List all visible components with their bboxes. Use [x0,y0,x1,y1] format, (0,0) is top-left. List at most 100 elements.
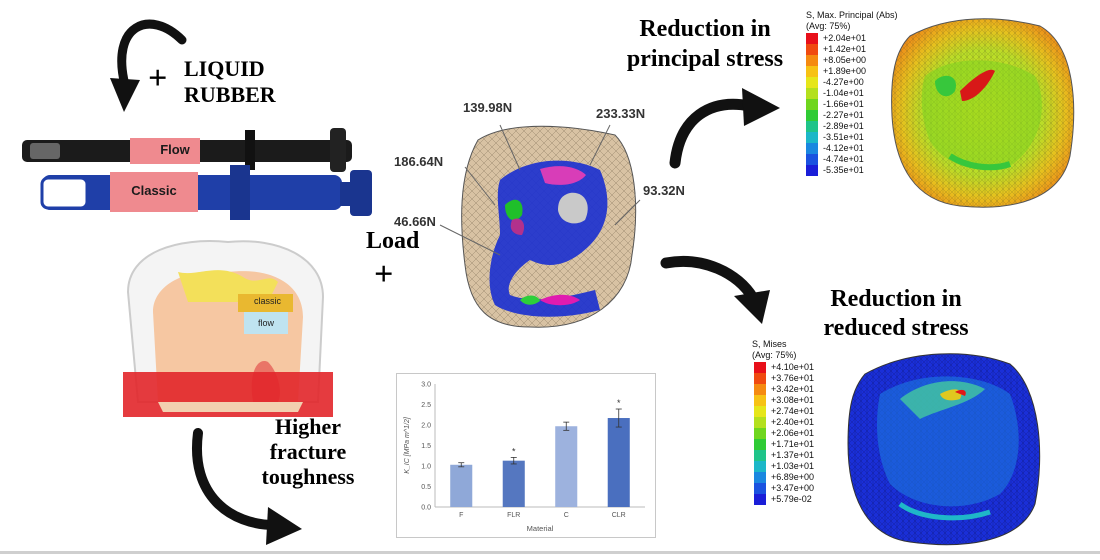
principal-stress-tooth [891,18,1075,208]
classic-syringe [40,165,372,220]
y-tick-label: 0.0 [421,505,431,512]
flow-layer [244,312,288,334]
principal-legend-title-line2: (Avg: 75%) [806,21,851,31]
mises-stress-tooth [847,353,1041,546]
principal-stress-legend: +2.04e+01 +1.42e+01 +8.05e+00 +1.89e+00 -4.2… [806,33,926,178]
legend-value: +4.10e+01 [771,362,815,372]
arrow-to-mises-icon [660,255,770,324]
legend-swatch [754,483,766,494]
legend-swatch [806,143,818,154]
legend-row: -1.04e+01 [806,88,926,99]
legend-value: +2.06e+01 [771,428,815,438]
legend-value: -2.89e+01 [823,121,864,131]
legend-row: -1.66e+01 [806,99,926,110]
syringes-illustration [22,19,372,220]
legend-swatch [806,132,818,143]
fracture-toughness-chart: 0.0 0.5 1.0 1.5 2.0 2.5 3.0 F * FLR C * CLR Material K… [396,373,656,538]
legend-swatch [754,494,766,505]
x-axis-label: Material [527,524,554,533]
legend-value: +1.71e+01 [771,439,815,449]
legend-swatch [806,55,818,66]
x-tick-label: FLR [507,512,520,519]
tooth-flow-label: flow [257,318,274,328]
legend-row: +3.47e+00 [754,483,874,494]
legend-swatch [754,373,766,384]
legend-row: -4.27e+00 [806,77,926,88]
legend-row: -2.27e+01 [806,110,926,121]
legend-value: -4.12e+01 [823,143,864,153]
principal-stress-title: Reduction in principal stress [612,14,798,74]
bar [502,460,525,507]
reduced-title-line1: Reduction in [830,286,962,312]
legend-value: -4.27e+00 [823,77,864,87]
legend-value: +5.79e-02 [771,494,812,504]
legend-value: +1.89e+00 [823,66,867,76]
y-tick-label: 0.5 [421,484,431,491]
legend-row: +1.03e+01 [754,461,874,472]
curved-arrow-icon [117,19,187,90]
arrow-to-principal-icon [669,88,780,169]
legend-swatch [754,406,766,417]
higher-label: Higher [275,414,341,439]
legend-swatch [806,44,818,55]
mises-legend-title: S, Mises (Avg: 75%) [752,339,796,361]
legend-value: +2.04e+01 [823,33,867,43]
legend-row: +6.89e+00 [754,472,874,483]
legend-row: +2.40e+01 [754,417,874,428]
legend-swatch [754,461,766,472]
principal-legend-title: S, Max. Principal (Abs) (Avg: 75%) [806,10,898,32]
reduced-title-line2: reduced stress [823,315,969,341]
legend-row: +2.74e+01 [754,406,874,417]
mises-stress-legend: +4.10e+01 +3.76e+01 +3.42e+01 +3.08e+01 +2.7… [754,362,874,507]
legend-swatch [806,88,818,99]
legend-swatch [806,99,818,110]
legend-swatch [806,121,818,132]
liquid-label: LIQUID [184,56,265,81]
force-label-1: 139.98N [463,100,513,115]
legend-row: +3.76e+01 [754,373,874,384]
legend-value: +3.08e+01 [771,395,815,405]
significance-marker: * [617,398,621,408]
bar [450,464,473,507]
classic-layer [238,294,293,312]
y-tick-label: 2.5 [421,402,431,409]
legend-swatch [754,395,766,406]
bar [555,426,578,507]
legend-swatch [806,33,818,44]
load-tooth-mesh [439,124,641,328]
legend-row: +3.42e+01 [754,384,874,395]
load-label: Load [366,228,420,254]
legend-row: -5.35e+01 [806,165,926,176]
legend-value: -5.35e+01 [823,165,864,175]
principal-legend-title-line1: S, Max. Principal (Abs) [806,10,898,20]
legend-value: +3.76e+01 [771,373,815,383]
force-label-3: 186.64N [394,154,444,169]
legend-value: -1.04e+01 [823,88,864,98]
legend-value: -2.27e+01 [823,110,864,120]
legend-value: +8.05e+00 [823,55,867,65]
plus-icon-load: + [374,256,394,293]
force-label-4: 93.32N [643,183,685,198]
flow-syringe [22,128,352,172]
tooth-cross-section [123,240,333,417]
syringe-flow-label: Flow [160,142,190,157]
significance-marker: * [512,446,516,456]
legend-swatch [754,362,766,373]
principal-title-line2: principal stress [626,46,784,72]
principal-title-line1: Reduction in [639,16,771,42]
legend-row: +2.04e+01 [806,33,926,44]
legend-swatch [806,77,818,88]
x-tick-label: CLR [612,512,626,519]
legend-swatch [754,417,766,428]
legend-swatch [754,428,766,439]
legend-row: +3.08e+01 [754,395,874,406]
force-label-2: 233.33N [596,106,646,121]
legend-swatch [754,439,766,450]
liquid-rubber-label: LIQUID RUBBER [184,56,276,108]
bottom-divider [0,551,1100,554]
legend-swatch [806,66,818,77]
legend-value: +1.03e+01 [771,461,815,471]
bar [607,418,630,507]
legend-row: -2.89e+01 [806,121,926,132]
legend-swatch [806,154,818,165]
